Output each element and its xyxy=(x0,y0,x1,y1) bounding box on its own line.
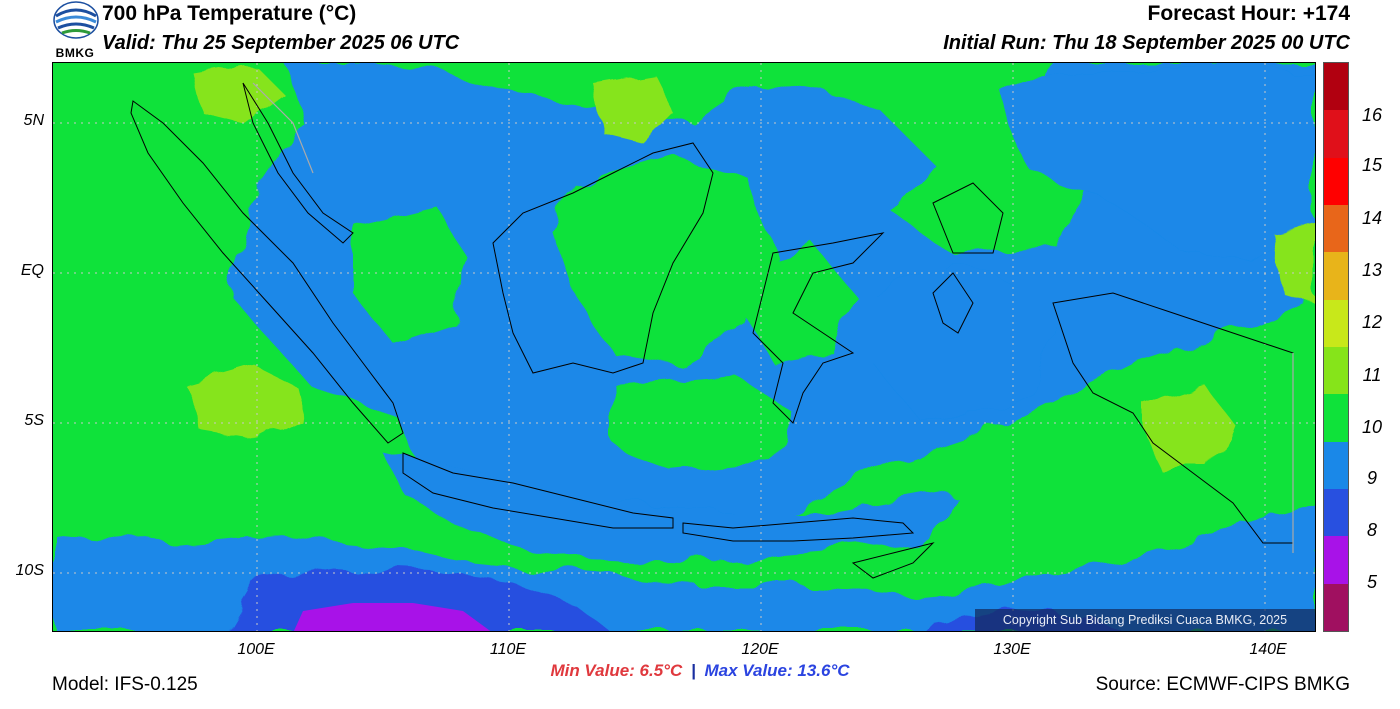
min-max-stats: Min Value: 6.5°C | Max Value: 13.6°C xyxy=(0,661,1400,681)
field-12c-north xyxy=(593,73,673,143)
colorbar-label: 8 xyxy=(1366,520,1377,540)
x-tick-label: 110E xyxy=(489,641,527,658)
field-12c-west xyxy=(183,363,303,443)
timor-outline xyxy=(851,542,935,579)
field-11c-borneo xyxy=(553,153,773,363)
field-10c-mid xyxy=(873,263,1053,423)
x-tick-label: 130E xyxy=(993,641,1031,658)
field-11c-sumatra xyxy=(353,203,473,343)
colorbar xyxy=(1323,62,1349,632)
borneo-outline xyxy=(492,142,714,374)
y-tick-label: EQ xyxy=(20,262,44,279)
min-value: Min Value: 6.5°C xyxy=(550,661,683,680)
colorbar-swatch xyxy=(1324,252,1348,300)
colorbar-swatch xyxy=(1324,536,1348,584)
papua-outline xyxy=(1052,292,1294,544)
colorbar-swatch xyxy=(1324,63,1348,111)
logo-text: BMKG xyxy=(55,46,95,60)
colorbar-swatch xyxy=(1324,110,1348,158)
mindanao-outline xyxy=(932,182,1004,254)
field-10c-east xyxy=(993,63,1315,263)
field-12c-ne xyxy=(1273,223,1315,303)
colorbar-label: 15 xyxy=(1361,155,1383,175)
field-11c-banda xyxy=(613,373,793,473)
colorbar-swatch xyxy=(1324,583,1348,631)
colorbar-swatch xyxy=(1324,394,1348,442)
colorbar-swatch xyxy=(1324,299,1348,347)
malaysia-border xyxy=(252,82,314,174)
copyright-notice: Copyright Sub Bidang Prediksi Cuaca BMKG… xyxy=(975,609,1315,631)
colorbar-label: 12 xyxy=(1361,312,1383,332)
nusa-tenggara-outline xyxy=(682,517,915,542)
malay-peninsula-outline xyxy=(242,82,354,244)
initial-run: Initial Run: Thu 18 September 2025 00 UT… xyxy=(943,32,1350,54)
field-8c xyxy=(293,603,491,631)
y-tick-label: 5N xyxy=(23,112,44,129)
y-tick-label: 5S xyxy=(24,412,44,429)
x-tick-label: 140E xyxy=(1249,641,1287,658)
colorbar-label: 13 xyxy=(1361,260,1383,280)
sulawesi-outline xyxy=(752,232,885,424)
colorbar-label: 9 xyxy=(1366,468,1377,488)
colorbar-label: 11 xyxy=(1362,365,1382,385)
model-label: Model: IFS-0.125 xyxy=(52,674,198,695)
colorbar-label: 14 xyxy=(1361,208,1383,228)
x-tick-label: 120E xyxy=(741,641,779,658)
graticule xyxy=(53,63,1315,631)
max-value: Max Value: 13.6°C xyxy=(704,661,850,680)
colorbar-swatch xyxy=(1324,441,1348,489)
x-tick-label: 100E xyxy=(237,641,275,658)
java-outline xyxy=(402,452,674,529)
valid-time: Valid: Thu 25 September 2025 06 UTC xyxy=(102,32,460,54)
coastlines xyxy=(130,82,1294,579)
colorbar-label: 5 xyxy=(1366,572,1377,592)
colorbar-swatch xyxy=(1324,488,1348,537)
field-12c-nw xyxy=(193,63,283,123)
colorbar-swatch xyxy=(1324,204,1348,253)
colorbar-label: 16 xyxy=(1361,105,1383,125)
temperature-map xyxy=(52,62,1316,632)
field-10c-java xyxy=(383,453,953,563)
colorbar-swatch xyxy=(1324,157,1348,205)
y-tick-label: 10S xyxy=(15,562,44,579)
colorbar-swatch xyxy=(1324,346,1348,395)
source-label: Source: ECMWF-CIPS BMKG xyxy=(1095,674,1350,695)
field-12c-png xyxy=(1143,383,1233,473)
forecast-hour: Forecast Hour: +174 xyxy=(1147,2,1351,25)
sumatra-outline xyxy=(130,100,404,444)
bmkg-logo xyxy=(50,0,102,62)
map-canvas xyxy=(53,63,1315,631)
colorbar-label: 10 xyxy=(1361,417,1383,437)
borders xyxy=(252,82,1294,553)
maluku-outline xyxy=(932,272,974,334)
chart-title: 700 hPa Temperature (°C) xyxy=(102,2,357,25)
stats-separator: | xyxy=(690,661,696,680)
